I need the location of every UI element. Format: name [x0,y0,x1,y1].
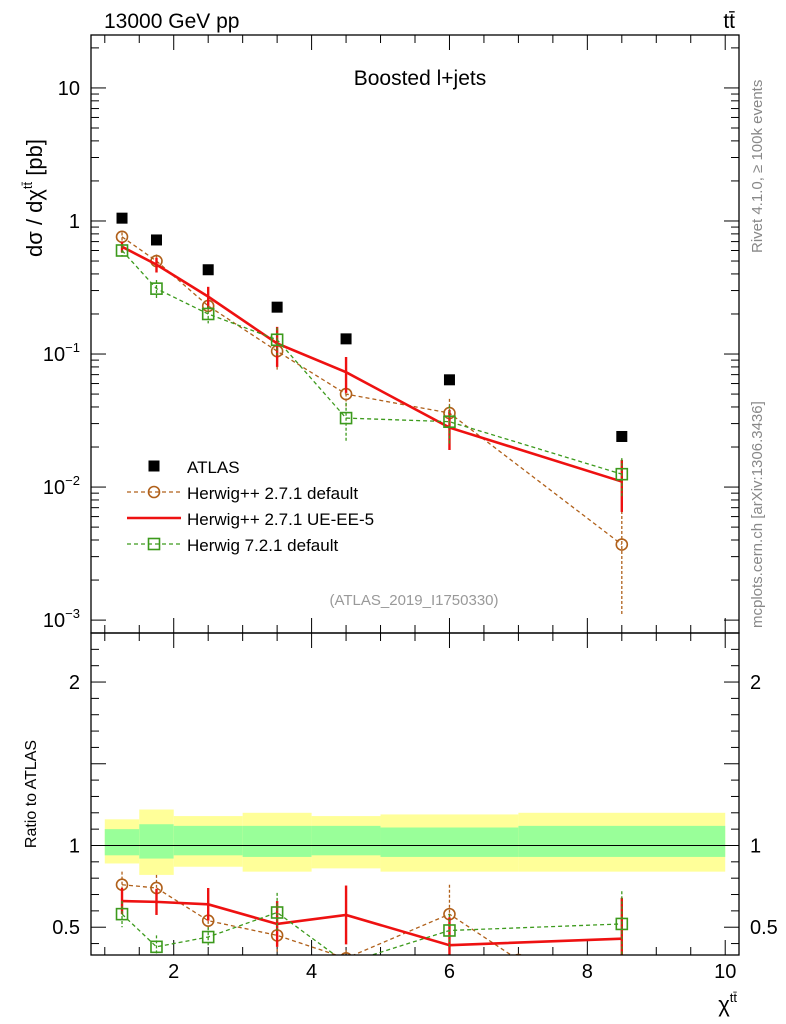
herwig-2-7-1-default-marker [615,538,629,551]
herwig-7-2-1-default-line [121,250,622,475]
ratio-tick-label-right: 0.5 [750,917,778,939]
y-tick-label-base: 10 [58,78,80,100]
herwig-7-2-1-default-marker [615,917,629,931]
herwig-2-7-1-ue-ee-5-series [120,885,624,955]
x-axis-label-main: χ [718,992,730,1017]
herwig-2-7-1-default-line [121,884,513,955]
x-tick-label: 4 [306,961,317,983]
herwig-7-2-1-default-marker [341,958,352,969]
upper-x-ticks [104,35,726,633]
uncertainty-band-inner [380,827,519,857]
y-tick-label: 10 [58,78,80,100]
atlas-data-marker [116,212,128,224]
lower-frame [90,632,740,956]
herwig-7-2-1-default-marker [443,415,456,428]
atlas-data-marker [443,374,455,386]
x-tick-label: 2 [168,961,179,983]
herwig-2-7-1-default-marker [340,951,352,955]
uncertainty-band-inner [518,825,726,857]
legend-herwig-2-7-1-ue-ee-5-label: Herwig++ 2.7.1 UE-EE-5 [187,510,374,529]
y-axis-label-unit: [pb] [22,139,47,182]
y-axis-label-main: dσ / dχ [22,189,47,257]
legend-atlas-marker [148,460,160,472]
herwig-7-2-1-default-marker [270,906,284,919]
atlas-data-marker [271,301,283,313]
herwig-7-2-1-default-marker [150,940,163,954]
herwig-7-2-1-default-marker [201,930,215,944]
process-label: tt̄ [723,10,735,33]
atlas-data-marker [202,264,214,276]
y-axis-label-sup: tt̄ [20,181,35,189]
uncertainty-band-inner [311,825,381,856]
herwig-2-7-1-default-marker [514,953,523,955]
ratio-tick-label-right: 2 [750,672,761,694]
herwig-7-2-1-default-marker [115,244,129,257]
y-tick-label: 10−3 [43,606,80,632]
legend-herwig-7-2-1-default-marker [147,537,161,551]
legend-herwig-2-7-1-default-marker [147,485,161,499]
herwig-7-2-1-default-series [115,891,629,969]
uncertainty-band-inner [242,825,312,857]
analysis-watermark: (ATLAS_2019_I1750330) [329,592,498,609]
upper-y-axis-label: dσ / dχtt̄ [pb] [20,139,47,257]
legend: ATLAS Herwig++ 2.7.1 default Herwig++ 2.7.… [127,458,374,555]
x-axis-label-sup: tt̄ [730,990,738,1005]
lower-x-ticks: 2 4 6 8 10 [104,633,736,983]
herwig-7-2-1-default-marker [115,907,129,921]
y-tick-label-base: 10 [43,477,65,499]
legend-herwig-2-7-1-default-label: Herwig++ 2.7.1 default [187,484,358,503]
ratio-tick-label-left: 2 [69,672,80,694]
mcplots-label: mcplots.cern.ch [arXiv:1306.3436] [749,401,766,628]
atlas-data-marker [150,234,162,246]
uncertainty-band-inner [104,829,140,856]
x-tick-label: 8 [582,961,593,983]
ratio-tick-label-right: 1 [750,835,761,857]
uncertainty-band-inner [139,824,174,859]
uncertainty-band-inner [173,825,243,856]
x-tick-label: 6 [444,961,455,983]
atlas-data-marker [616,430,628,442]
herwig-7-2-1-default-marker [201,307,215,321]
herwig-2-7-1-ue-ee-5-line [121,899,622,947]
ratio-tick-label-left: 0.5 [52,917,80,939]
energy-label: 13000 GeV pp [104,10,239,33]
ratio-tick-label-left: 1 [69,835,80,857]
herwig-2-7-1-ue-ee-5-line [121,245,623,483]
lower-panel: 0.5 0.5 1 1 2 2 2 4 6 8 10 Ratio to ATLAS χtt̄ [23,632,778,1017]
herwig-7-2-1-default-marker [339,411,353,425]
x-axis-label: χtt̄ [718,990,737,1017]
y-tick-label-exp: −3 [65,606,80,621]
atlas-data-marker [340,333,352,345]
herwig-7-2-1-default-marker [150,282,163,295]
y-tick-label: 1 [69,211,80,233]
x-tick-label: 10 [714,961,736,983]
herwig-7-2-1-default-line [121,911,622,955]
y-tick-label-exp: −1 [65,340,80,355]
lower-y-ticks: 0.5 0.5 1 1 2 2 [52,648,778,945]
rivet-label: Rivet 4.1.0, ≥ 100k events [749,80,766,253]
y-tick-label: 10−2 [43,473,80,499]
atlas-data-series [116,212,628,442]
y-tick-label: 10−1 [43,340,80,366]
lower-y-axis-label: Ratio to ATLAS [23,740,40,848]
herwig-7-2-1-default-marker [443,924,456,937]
legend-herwig-7-2-1-default-label: Herwig 7.2.1 default [187,536,338,555]
herwig-7-2-1-default-marker [270,333,284,347]
legend-atlas-label: ATLAS [187,458,240,477]
y-tick-label-base: 10 [43,610,65,632]
y-tick-label-exp: −2 [65,473,80,488]
herwig-7-2-1-default-series [115,244,629,497]
y-tick-label-base: 1 [69,211,80,233]
herwig-7-2-1-default-marker [615,467,629,481]
panel-title: Boosted l+jets [354,67,487,90]
y-tick-label-base: 10 [43,344,65,366]
